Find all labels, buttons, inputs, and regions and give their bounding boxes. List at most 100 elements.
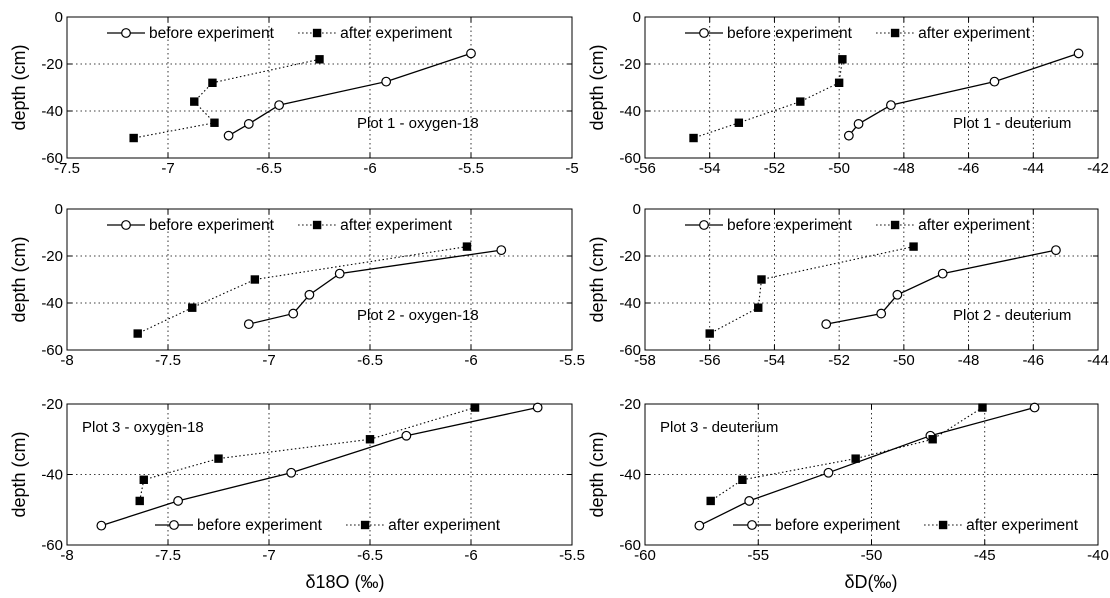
legend-label: before experiment [197,517,323,534]
legend: before experiment after experiment [733,517,1079,534]
data-point [243,319,254,330]
y-tick-label: 0 [55,9,63,26]
legend-label: before experiment [775,517,901,534]
data-point [496,245,507,256]
data-point [821,319,832,330]
axes-frame [66,16,573,159]
panel-plot2-deuterium: -58 -56 -54 -52 -50 -48 -46 -44 0 -20 -40 -60 depth … [587,201,1109,369]
data-point [381,76,392,87]
panel-plot3-oxygen18: -8 -7.5 -7 -6.5 -6 -5.5 -20 -40 -60 depth (cm) bef… [9,396,585,564]
x-tick-label: -7 [161,160,174,177]
panel-annotation: Plot 3 - deuterium [660,419,778,436]
panel-plot2-oxygen18: -8 -7.5 -7 -6.5 -6 -5.5 0 -20 -40 -60 depth (cm) be… [9,201,585,369]
data-point [466,48,476,59]
series-before [821,245,1061,330]
panel-annotation: Plot 2 - oxygen-18 [357,307,479,324]
series-after [705,242,918,338]
data-point [1029,402,1040,413]
legend-label: before experiment [149,25,275,42]
legend-marker [121,28,131,38]
data-point [838,55,847,64]
data-point [401,430,412,441]
x-tick-label: -48 [893,160,915,177]
data-point [243,119,254,129]
data-point [886,100,896,111]
legend-label: after experiment [918,217,1031,234]
plot-area [67,17,572,158]
y-axis-label: depth (cm) [9,44,29,130]
y-tick-label: -40 [619,467,641,484]
data-point [823,467,834,478]
data-point [250,275,260,284]
series-before [96,402,543,531]
legend: before experiment after experiment [107,25,453,42]
x-tick-label: -54 [764,352,786,369]
series-before [223,48,476,141]
data-point [188,303,197,312]
data-point [223,130,234,141]
legend-label: before experiment [727,217,853,234]
legend-marker [312,220,322,230]
data-point [304,289,315,300]
data-point [978,403,987,412]
data-point [173,496,184,506]
x-tick-label: -7.5 [155,352,181,369]
legend-marker [360,520,370,530]
x-tick-label: -44 [1022,160,1044,177]
y-tick-label: -40 [619,103,641,120]
series-after [689,55,847,143]
x-tick-label: -7 [262,547,275,564]
data-point [462,242,472,251]
x-tick-label: -50 [828,160,850,177]
x-tick-label: -48 [958,352,980,369]
x-tick-label: -56 [699,352,721,369]
data-point [334,268,345,279]
x-tick-label: -8 [60,547,73,564]
data-point [1051,245,1061,256]
x-tick-label: -6 [464,547,477,564]
data-point [754,303,763,312]
panel-plot1-oxygen18: -7.5 -7 -6.5 -6 -5.5 -5 0 -20 -40 -60 depth (cm) be… [9,9,579,177]
legend-label: after experiment [340,217,453,234]
data-point [208,78,217,87]
data-point [1073,48,1084,59]
axes-frame [66,208,573,351]
legend-label: after experiment [966,517,1079,534]
data-point [139,475,148,484]
data-point [532,402,543,413]
legend: before experiment after experiment [685,217,1031,234]
x-tick-label: -6.5 [256,160,282,177]
plot-area [67,209,572,350]
legend-marker [699,220,709,230]
x-tick-label: -50 [861,547,883,564]
y-tick-label: -20 [41,56,63,73]
x-axis-label-deuterium: δD(‰) [844,572,897,592]
y-tick-label: -20 [41,396,63,413]
data-point [937,268,948,279]
legend-marker [890,28,900,38]
y-axis-label: depth (cm) [587,431,607,517]
y-tick-label: -40 [41,103,63,120]
x-tick-label: -50 [893,352,915,369]
x-tick-label: -46 [958,160,980,177]
x-tick-label: -7.5 [155,547,181,564]
data-point [744,496,755,506]
y-tick-label: -20 [619,56,641,73]
legend-label: before experiment [149,217,275,234]
panel-annotation: Plot 2 - deuterium [953,307,1071,324]
series-line [139,406,476,502]
x-tick-label: -8 [60,352,73,369]
legend-marker [169,520,179,530]
data-point [928,435,937,444]
data-point [853,119,864,129]
y-tick-label: -60 [41,342,63,359]
y-tick-label: -40 [41,295,63,312]
legend-label: after experiment [340,25,453,42]
x-tick-label: -56 [634,160,656,177]
data-point [734,118,744,127]
x-tick-label: -40 [1087,547,1109,564]
x-tick-label: -58 [634,352,656,369]
x-tick-label: -7 [262,352,275,369]
data-point [757,275,766,284]
